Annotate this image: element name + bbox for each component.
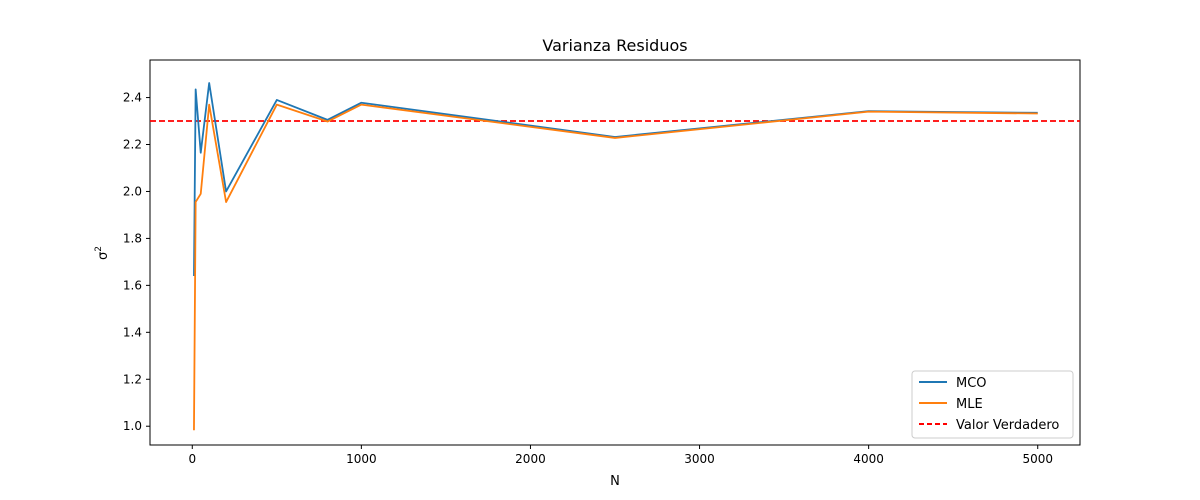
- y-axis-label-base: σ: [96, 252, 111, 260]
- series-group: [193, 82, 1038, 431]
- legend-label-valor-verdadero: Valor Verdadero: [956, 418, 1059, 433]
- y-tick-label: 1.6: [123, 278, 142, 292]
- y-axis-label: σ2: [94, 246, 111, 260]
- y-tick-label: 2.2: [123, 138, 142, 152]
- x-tick-label: 3000: [684, 452, 715, 466]
- y-tick-label: 2.0: [123, 184, 142, 198]
- y-tick-label: 1.0: [123, 419, 142, 433]
- plot-area: [149, 59, 1081, 446]
- chart-title: Varianza Residuos: [542, 36, 687, 55]
- plot-frame: [149, 59, 1081, 446]
- legend: MCO MLE Valor Verdadero: [911, 370, 1074, 439]
- y-tick-label: 2.4: [123, 91, 142, 105]
- legend-box: [911, 370, 1074, 439]
- series-line-mle: [193, 103, 1038, 431]
- y-axis-ticks: 1.0 1.2 1.4 1.6 1.8 2.0 2.2 2.4: [123, 91, 150, 433]
- x-axis-ticks: 0 1000 2000 3000 4000 5000: [188, 445, 1053, 466]
- x-tick-label: 1000: [346, 452, 377, 466]
- y-tick-label: 1.2: [123, 372, 142, 386]
- x-tick-label: 0: [188, 452, 196, 466]
- legend-label-mle: MLE: [956, 397, 983, 412]
- x-tick-label: 5000: [1022, 452, 1053, 466]
- x-tick-label: 4000: [853, 452, 884, 466]
- y-tick-label: 1.4: [123, 325, 142, 339]
- legend-label-mco: MCO: [956, 376, 987, 391]
- x-axis-label: N: [610, 474, 620, 489]
- x-tick-label: 2000: [515, 452, 546, 466]
- y-axis-label-superscript: 2: [94, 246, 104, 252]
- y-tick-label: 1.8: [123, 231, 142, 245]
